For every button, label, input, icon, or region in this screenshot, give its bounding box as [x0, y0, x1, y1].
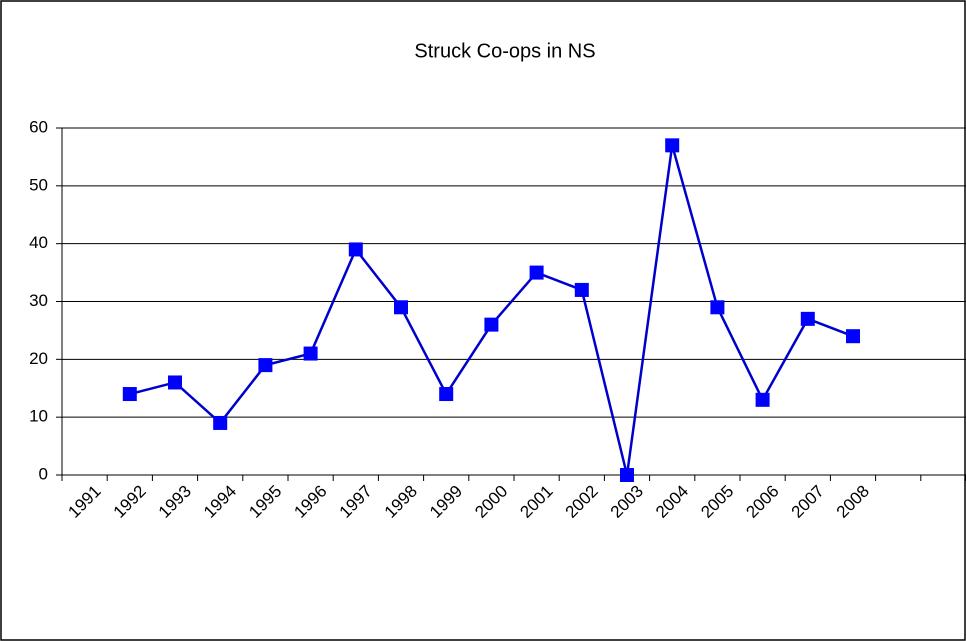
marker [574, 282, 589, 297]
marker [620, 468, 634, 482]
marker [484, 317, 499, 332]
y-tick-label: 10 [29, 407, 48, 426]
marker [303, 346, 318, 361]
marker [710, 300, 725, 315]
y-tick-label: 50 [29, 175, 48, 194]
y-tick-label: 40 [29, 233, 48, 252]
marker [213, 415, 228, 430]
marker [846, 329, 860, 344]
marker [394, 300, 408, 315]
marker [168, 375, 182, 390]
marker [800, 311, 815, 326]
y-tick-label: 60 [29, 117, 48, 136]
marker [258, 358, 273, 373]
marker [439, 387, 454, 402]
marker [665, 138, 680, 153]
y-tick-label: 30 [29, 291, 48, 310]
marker [122, 387, 137, 402]
marker [755, 392, 770, 407]
chart-title: Struck Co-ops in NS [414, 40, 595, 62]
y-tick-label: 0 [39, 464, 48, 483]
marker [529, 265, 544, 280]
marker [348, 242, 363, 257]
y-tick-label: 20 [29, 349, 48, 368]
